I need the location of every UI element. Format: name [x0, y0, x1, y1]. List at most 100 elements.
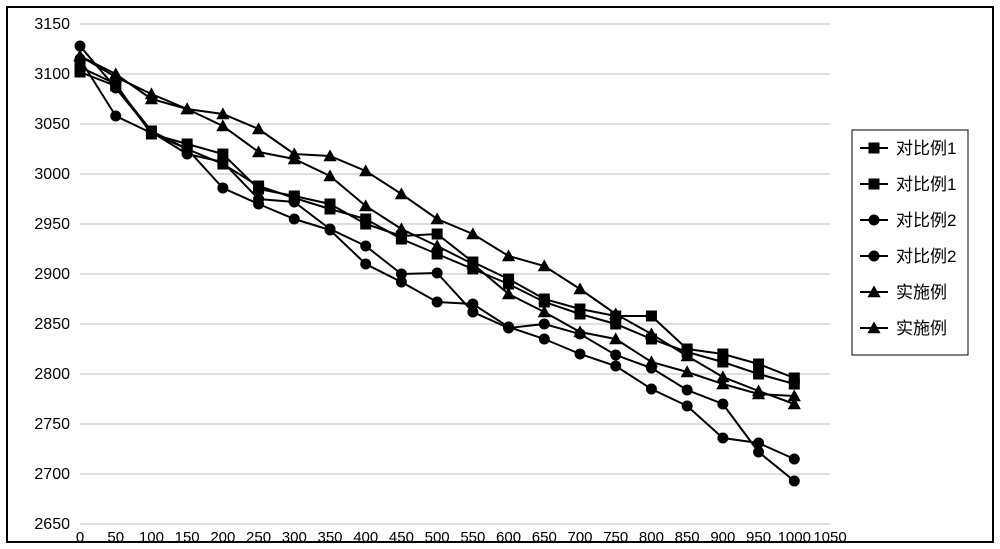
y-tick-label: 2750 [34, 416, 70, 433]
marker-circle [717, 433, 728, 444]
marker-circle [217, 157, 228, 168]
marker-circle [717, 399, 728, 410]
marker-circle [110, 111, 121, 122]
x-tick-label: 750 [603, 529, 628, 546]
x-tick-label: 50 [107, 529, 124, 546]
x-tick-label: 250 [246, 529, 271, 546]
marker-circle [360, 241, 371, 252]
marker-square [325, 204, 336, 215]
marker-triangle [466, 227, 479, 239]
marker-square [646, 311, 657, 322]
marker-square [432, 229, 443, 240]
marker-circle [539, 334, 550, 345]
y-tick-label: 3150 [34, 16, 70, 33]
marker-circle [110, 83, 121, 94]
marker-circle [682, 385, 693, 396]
marker-triangle [359, 164, 372, 176]
x-tick-label: 550 [460, 529, 485, 546]
x-tick-label: 600 [496, 529, 521, 546]
marker-square [253, 181, 264, 192]
marker-square [869, 179, 880, 190]
marker-circle [610, 361, 621, 372]
y-tick-label: 3100 [34, 66, 70, 83]
marker-circle [869, 251, 880, 262]
marker-circle [869, 215, 880, 226]
marker-square [575, 309, 586, 320]
marker-circle [753, 447, 764, 458]
x-tick-label: 950 [746, 529, 771, 546]
marker-circle [325, 224, 336, 235]
x-tick-label: 300 [282, 529, 307, 546]
y-tick-label: 3000 [34, 166, 70, 183]
marker-triangle [752, 384, 765, 396]
legend-label: 实施例 [896, 283, 947, 302]
marker-triangle [645, 327, 658, 339]
x-tick-label: 150 [175, 529, 200, 546]
marker-circle [289, 197, 300, 208]
x-tick-label: 350 [317, 529, 342, 546]
marker-triangle [716, 370, 729, 382]
marker-square [360, 214, 371, 225]
marker-square [396, 234, 407, 245]
marker-circle [789, 476, 800, 487]
x-tick-label: 900 [710, 529, 735, 546]
marker-circle [432, 268, 443, 279]
marker-circle [217, 183, 228, 194]
marker-circle [682, 401, 693, 412]
marker-circle [610, 350, 621, 361]
legend-label: 实施例 [896, 319, 947, 338]
line-chart: 2650270027502800285029002950300030503100… [0, 0, 1000, 549]
marker-square [753, 359, 764, 370]
y-tick-label: 3050 [34, 116, 70, 133]
marker-triangle [395, 187, 408, 199]
series [75, 67, 800, 390]
marker-square [753, 369, 764, 380]
marker-triangle [645, 355, 658, 367]
marker-circle [789, 454, 800, 465]
marker-circle [503, 323, 514, 334]
marker-square [75, 67, 86, 78]
legend-label: 对比例2 [896, 247, 956, 266]
x-tick-label: 1000 [778, 529, 811, 546]
marker-triangle [216, 119, 229, 131]
marker-triangle [323, 169, 336, 181]
marker-triangle [431, 239, 444, 251]
marker-circle [467, 307, 478, 318]
marker-circle [432, 297, 443, 308]
x-tick-label: 450 [389, 529, 414, 546]
y-tick-label: 2850 [34, 316, 70, 333]
y-tick-label: 2800 [34, 366, 70, 383]
marker-circle [646, 384, 657, 395]
legend-label: 对比例2 [896, 211, 956, 230]
marker-circle [360, 259, 371, 270]
marker-circle [146, 127, 157, 138]
marker-circle [182, 149, 193, 160]
marker-circle [539, 319, 550, 330]
marker-square [717, 357, 728, 368]
marker-triangle [252, 145, 265, 157]
y-tick-label: 2650 [34, 516, 70, 533]
x-tick-label: 700 [567, 529, 592, 546]
x-tick-label: 850 [675, 529, 700, 546]
marker-square [610, 319, 621, 330]
y-tick-label: 2950 [34, 216, 70, 233]
marker-square [789, 379, 800, 390]
marker-circle [289, 214, 300, 225]
marker-square [869, 143, 880, 154]
x-tick-label: 400 [353, 529, 378, 546]
legend-label: 对比例1 [896, 175, 956, 194]
x-tick-label: 500 [425, 529, 450, 546]
x-tick-label: 650 [532, 529, 557, 546]
marker-circle [575, 349, 586, 360]
x-tick-label: 0 [76, 529, 84, 546]
marker-triangle [502, 249, 515, 261]
y-tick-label: 2700 [34, 466, 70, 483]
series-line [80, 72, 794, 384]
x-tick-label: 800 [639, 529, 664, 546]
y-tick-label: 2900 [34, 266, 70, 283]
marker-circle [253, 194, 264, 205]
x-tick-label: 100 [139, 529, 164, 546]
x-tick-label: 200 [210, 529, 235, 546]
legend-label: 对比例1 [896, 139, 956, 158]
marker-circle [396, 269, 407, 280]
